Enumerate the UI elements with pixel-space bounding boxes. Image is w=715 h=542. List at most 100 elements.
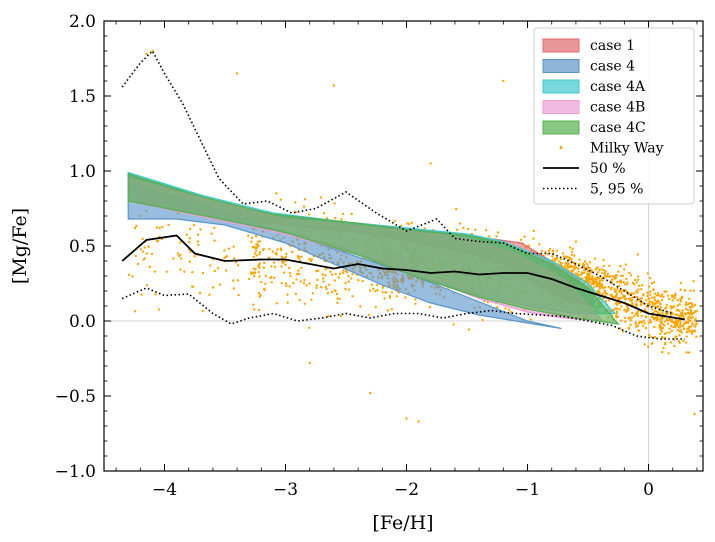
scatter-point xyxy=(192,224,196,227)
scatter-point xyxy=(319,286,323,289)
scatter-point xyxy=(179,268,182,271)
scatter-point xyxy=(263,287,266,290)
scatter-point xyxy=(213,239,216,242)
scatter-point xyxy=(310,258,313,261)
scatter-point xyxy=(674,326,677,329)
scatter-point xyxy=(276,248,279,251)
scatter-point xyxy=(297,269,300,272)
scatter-point xyxy=(586,273,590,276)
scatter-point xyxy=(155,240,159,243)
scatter-point xyxy=(684,307,688,310)
scatter-point xyxy=(331,273,334,276)
scatter-point xyxy=(603,289,606,292)
scatter-point xyxy=(620,281,623,284)
scatter-point xyxy=(570,250,574,253)
scatter-point xyxy=(655,318,659,322)
scatter-point xyxy=(684,301,688,304)
scatter-point xyxy=(374,289,377,293)
scatter-point xyxy=(634,278,637,282)
scatter-point xyxy=(650,308,654,311)
scatter-point xyxy=(678,326,682,329)
scatter-point xyxy=(258,253,261,256)
scatter-point xyxy=(333,279,336,282)
scatter-point xyxy=(630,298,633,302)
scatter-point xyxy=(250,236,254,240)
scatter-point xyxy=(458,222,462,225)
scatter-point xyxy=(611,275,615,278)
scatter-point xyxy=(674,336,677,339)
scatter-point xyxy=(317,269,320,272)
scatter-point xyxy=(308,326,311,329)
scatter-point xyxy=(679,281,683,285)
scatter-point xyxy=(285,284,288,288)
scatter-point xyxy=(183,270,186,273)
scatter-point xyxy=(253,308,256,311)
scatter-point xyxy=(620,305,623,308)
scatter-point xyxy=(140,293,143,296)
scatter-point xyxy=(688,305,692,309)
scatter-point xyxy=(258,266,261,269)
scatter-point xyxy=(662,346,665,350)
scatter-point xyxy=(619,279,622,282)
legend-label-milky-way: Milky Way xyxy=(590,141,664,157)
scatter-point-outlier xyxy=(417,420,420,423)
y-tick-label: 0.0 xyxy=(69,312,96,332)
scatter-point xyxy=(636,310,640,313)
scatter-point xyxy=(286,301,289,304)
scatter-point xyxy=(634,303,638,306)
scatter-point xyxy=(390,291,394,294)
scatter-point xyxy=(298,272,301,276)
scatter-point xyxy=(649,290,652,293)
scatter-point xyxy=(689,312,692,315)
scatter-point xyxy=(670,307,673,310)
scatter-point xyxy=(428,305,432,309)
scatter-point xyxy=(598,268,601,272)
scatter-point xyxy=(237,293,240,297)
scatter-point xyxy=(652,317,656,321)
scatter-point xyxy=(608,264,611,267)
scatter-point xyxy=(253,252,257,255)
scatter-point xyxy=(648,319,652,322)
scatter-point xyxy=(691,316,694,319)
scatter-point xyxy=(598,287,601,290)
scatter-point xyxy=(330,290,334,294)
scatter-point xyxy=(619,319,623,322)
scatter-point xyxy=(591,275,594,278)
scatter-point xyxy=(538,243,541,246)
scatter-point xyxy=(663,324,666,327)
scatter-point xyxy=(659,332,662,336)
axis-ticks: −4 −3 −2 −1 0 −1.0 −0.5 0.0 0.5 1.0 1.5 2.0 xyxy=(55,12,703,500)
scatter-point xyxy=(592,286,595,289)
scatter-point xyxy=(381,286,385,289)
scatter-point xyxy=(134,254,137,258)
scatter-point xyxy=(604,286,607,289)
scatter-point xyxy=(280,265,283,268)
scatter-point xyxy=(649,293,652,296)
scatter-point xyxy=(616,287,619,290)
scatter-point xyxy=(496,231,500,234)
scatter-point xyxy=(316,278,319,282)
scatter-point xyxy=(344,287,347,291)
scatter-point xyxy=(271,250,274,253)
scatter-point xyxy=(273,276,276,280)
scatter-point xyxy=(532,229,535,233)
scatter-point xyxy=(414,302,417,305)
scatter-point xyxy=(571,247,574,250)
scatter-point xyxy=(683,289,686,292)
scatter-point xyxy=(474,228,477,231)
scatter-point xyxy=(237,264,240,267)
scatter-point xyxy=(687,318,690,322)
scatter-point xyxy=(577,273,581,277)
scatter-point xyxy=(275,192,278,195)
scatter-point xyxy=(344,281,347,285)
scatter-point xyxy=(645,299,648,302)
scatter-point xyxy=(298,298,301,302)
scatter-point-outlier xyxy=(308,361,311,365)
scatter-point xyxy=(566,256,569,259)
legend-swatch-case-4 xyxy=(542,59,580,73)
scatter-point xyxy=(213,269,216,273)
scatter-point xyxy=(367,313,370,317)
scatter-point-outlier xyxy=(151,49,154,53)
scatter-point xyxy=(557,260,561,263)
line-5-95-lower- xyxy=(121,287,685,340)
